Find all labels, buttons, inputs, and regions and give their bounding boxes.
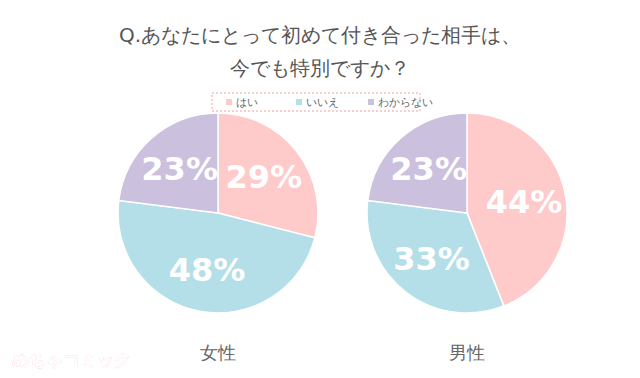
pie: 29% 48% 23% xyxy=(118,113,318,313)
pie-slice xyxy=(367,200,504,313)
background xyxy=(0,0,640,378)
logo-text: めちゃコミック xyxy=(12,350,131,370)
legend-label: わからない xyxy=(378,96,433,109)
pie-slice xyxy=(119,113,218,213)
title-line: Q.あなたにとって初めて付き合った相手は、 xyxy=(119,23,521,47)
pie-slice xyxy=(368,113,467,213)
legend-swatch xyxy=(226,99,232,105)
data-label: 29% xyxy=(226,158,303,196)
legend: はい いいえ わからない xyxy=(212,93,433,111)
legend-label: はい xyxy=(236,96,258,109)
legend-label: いいえ xyxy=(306,96,339,109)
data-label: 48% xyxy=(169,251,246,289)
legend-swatch xyxy=(368,99,374,105)
data-label: 44% xyxy=(486,183,563,221)
pie-name: 女性 xyxy=(200,342,236,363)
legend-swatch xyxy=(296,99,302,105)
pie-slice xyxy=(118,200,315,313)
data-label: 33% xyxy=(393,240,470,278)
title-line: 今でも特別ですか？ xyxy=(230,56,410,80)
pie-name: 男性 xyxy=(449,342,485,363)
data-label: 23% xyxy=(390,150,467,188)
title: Q.あなたにとって初めて付き合った相手は、今でも特別ですか？ xyxy=(119,23,521,80)
chart: Q.あなたにとって初めて付き合った相手は、今でも特別ですか？ はい いいえ わからない… xyxy=(0,0,640,378)
pie: 44% 33% 23% xyxy=(367,113,567,313)
data-label: 23% xyxy=(141,150,218,188)
